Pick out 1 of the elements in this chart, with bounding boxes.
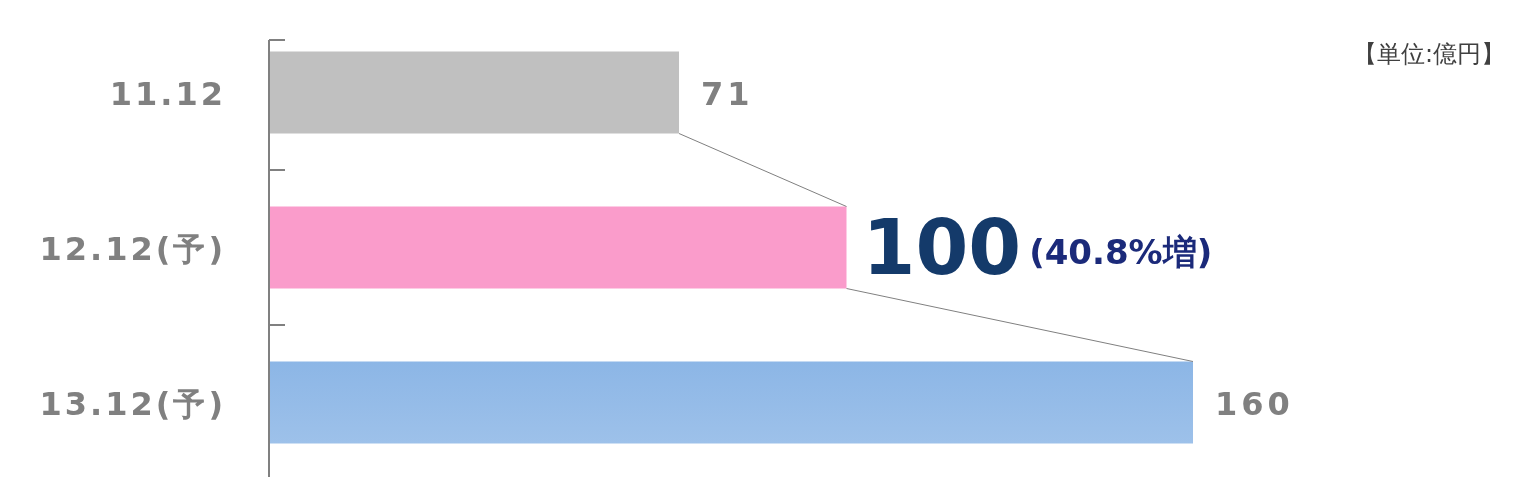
- annotation: (40.8%増): [1029, 231, 1213, 272]
